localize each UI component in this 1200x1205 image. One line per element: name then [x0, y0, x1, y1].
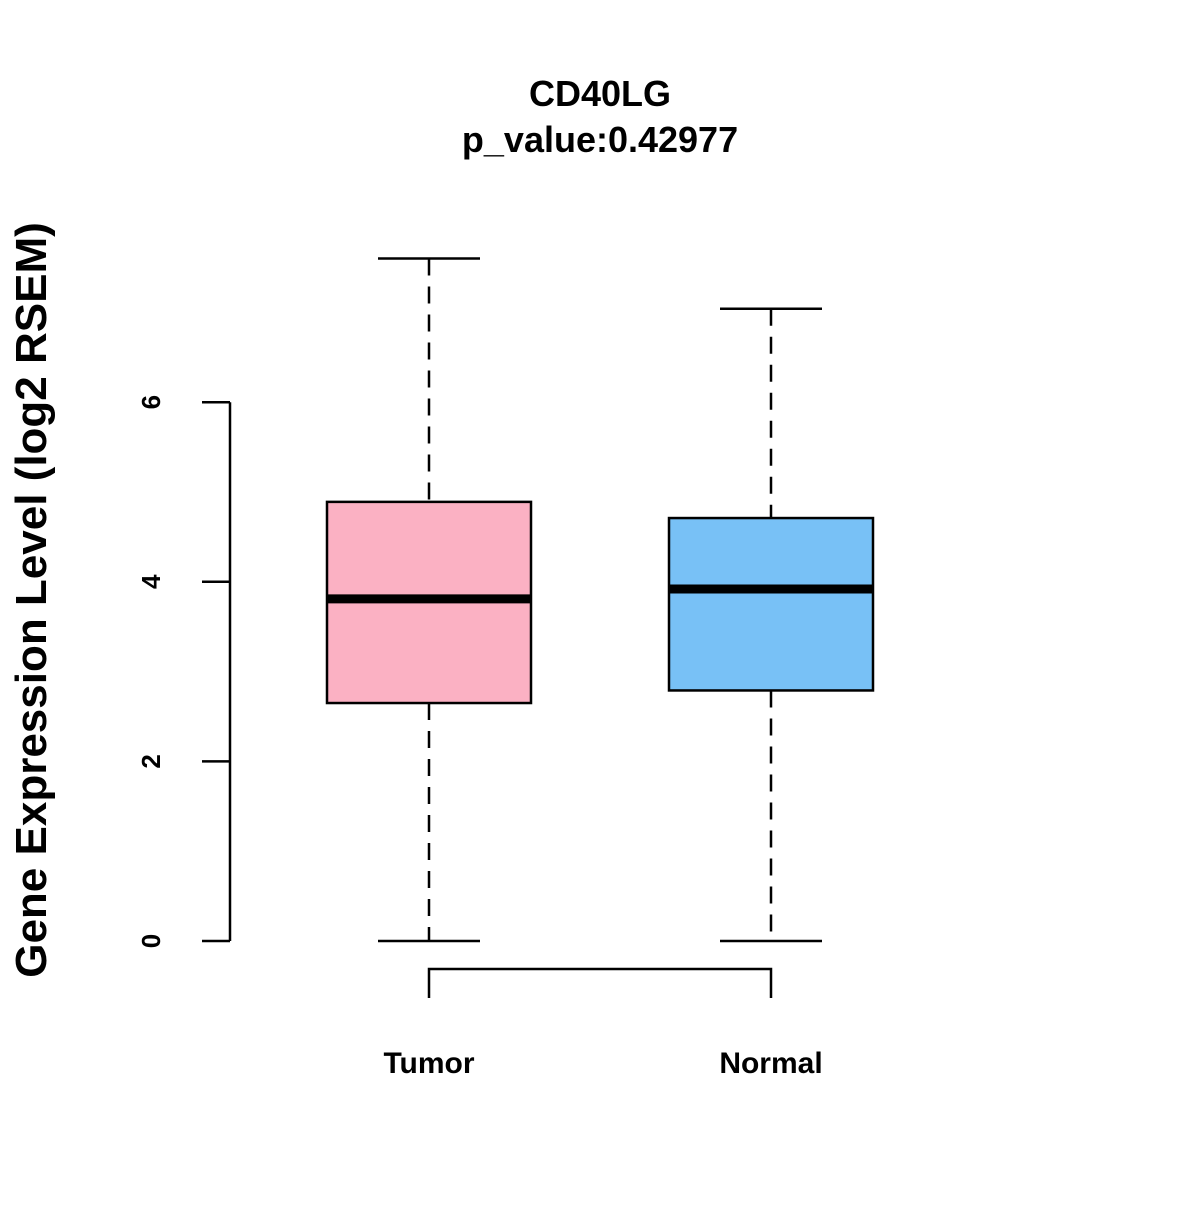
y-tick-label-4: 4 [136, 574, 166, 589]
chart-title: CD40LG [529, 73, 671, 114]
comparison-bracket-layer [427, 967, 773, 998]
chart-subtitle: p_value:0.42977 [462, 119, 738, 160]
boxes-layer [325, 257, 875, 943]
y-axis-label: Gene Expression Level (log2 RSEM) [7, 222, 56, 978]
category-label-normal: Normal [719, 1047, 822, 1080]
box-group-normal [667, 307, 875, 943]
box-group-tumor [325, 257, 533, 943]
y-tick-label-6: 6 [136, 395, 166, 409]
y-axis: 0 2 4 6 [136, 395, 232, 948]
y-tick-label-2: 2 [136, 754, 166, 768]
comparison-bracket [427, 967, 773, 998]
y-tick-label-0: 0 [136, 934, 166, 948]
category-labels-layer: Tumor Normal [383, 1047, 822, 1080]
category-label-tumor: Tumor [383, 1047, 474, 1080]
box-normal [667, 516, 875, 692]
